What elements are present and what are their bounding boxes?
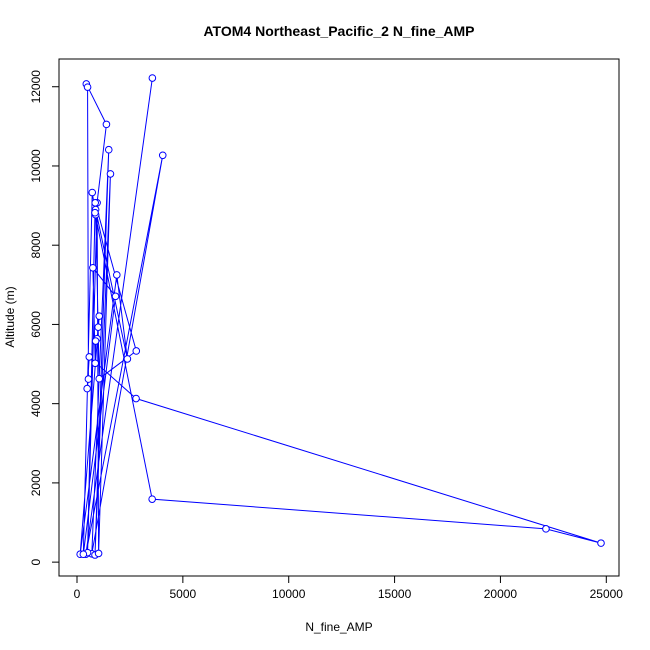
- data-point: [104, 145, 113, 154]
- x-tick-label: 5000: [170, 587, 197, 601]
- x-axis-label: N_fine_AMP: [305, 620, 372, 634]
- data-point: [106, 170, 115, 178]
- y-tick-label: 12000: [29, 70, 43, 104]
- data-point: [132, 347, 141, 355]
- data-point: [148, 74, 157, 82]
- data-point: [111, 292, 120, 301]
- data-point: [91, 208, 99, 217]
- series-layer: [76, 74, 605, 559]
- chart-title: ATOM4 Northeast_Pacific_2 N_fine_AMP: [203, 23, 474, 39]
- y-tick-label: 2000: [29, 469, 43, 496]
- x-tick-label: 10000: [272, 587, 306, 601]
- data-point: [85, 353, 94, 361]
- y-tick-label: 0: [29, 558, 43, 565]
- data-point: [88, 188, 97, 197]
- data-point: [91, 199, 100, 207]
- data-point: [84, 375, 93, 383]
- data-point: [148, 495, 156, 503]
- data-point: [79, 550, 88, 559]
- data-point: [91, 359, 100, 368]
- data-point: [95, 312, 104, 320]
- x-tick-label: 0: [74, 587, 81, 601]
- y-tick-label: 4000: [29, 390, 43, 417]
- data-point: [83, 384, 91, 393]
- y-axis-label: Altitude (m): [3, 286, 17, 347]
- data-point: [94, 549, 103, 558]
- x-axis: 0 5000 10000 15000 20000 25000: [74, 575, 624, 601]
- data-point: [89, 263, 97, 272]
- y-tick-label: 8000: [29, 232, 43, 259]
- data-point: [91, 337, 100, 345]
- data-point: [94, 323, 102, 332]
- data-point: [95, 374, 104, 383]
- x-tick-label: 15000: [378, 587, 412, 601]
- y-tick-label: 6000: [29, 311, 43, 338]
- data-point: [112, 271, 121, 279]
- data-point: [83, 83, 92, 91]
- data-point: [597, 539, 605, 547]
- y-axis: 0 2000 4000 6000 8000 10000 12000: [29, 70, 60, 565]
- data-point: [102, 120, 111, 129]
- x-tick-label: 20000: [484, 587, 518, 601]
- data-point: [132, 394, 140, 403]
- data-point: [123, 355, 132, 363]
- y-tick-label: 10000: [29, 149, 43, 183]
- x-tick-label: 25000: [590, 587, 624, 601]
- data-point: [542, 525, 550, 533]
- data-point: [158, 151, 167, 160]
